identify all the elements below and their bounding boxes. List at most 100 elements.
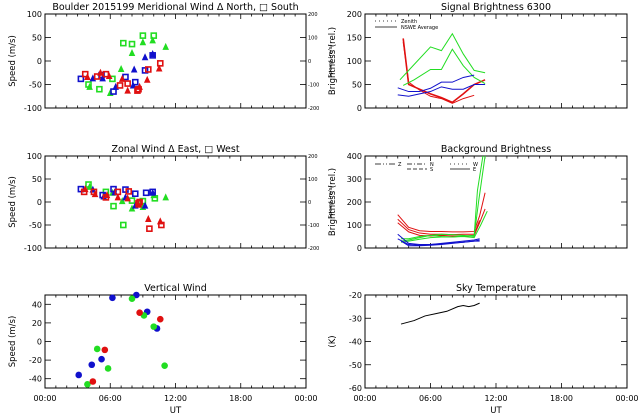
x-tick-label: 00:00 <box>353 394 376 403</box>
y-axis-label: Speed (m/s) <box>8 316 18 368</box>
data-point <box>109 294 116 302</box>
data-point <box>139 32 147 39</box>
y-tick-label: 20 <box>32 319 42 328</box>
x-axis-label: UT <box>170 406 182 416</box>
series-line-green-2 <box>402 48 486 86</box>
series-line-red-3 <box>397 208 486 238</box>
data-point <box>131 190 139 198</box>
series-line-red-1 <box>397 192 486 233</box>
data-point <box>136 309 143 316</box>
data-point <box>124 80 131 87</box>
data-point <box>91 190 99 198</box>
data-point <box>142 189 150 197</box>
x-tick-label: 18:00 <box>550 394 573 403</box>
x-tick-label: 06:00 <box>419 394 442 403</box>
y-tick-label: -20 <box>349 291 362 300</box>
y-axis-label: Speed (m/s) <box>8 176 18 228</box>
series-line-green-2 <box>400 155 486 242</box>
data-point <box>151 195 159 202</box>
data-point <box>128 49 136 57</box>
chart-title: Background Brightness <box>441 144 551 155</box>
y-tick-label: 0 <box>357 104 362 113</box>
x-tick-label: 00:00 <box>294 394 317 403</box>
series-line-green-1 <box>399 32 486 81</box>
data-point <box>93 73 101 80</box>
y-tick-label: 150 <box>347 34 362 43</box>
y-tick-label: -30 <box>349 314 362 323</box>
data-point <box>97 68 104 76</box>
panel-signal: Signal Brightness 6300 200 150 100 50 0 Bright… <box>328 2 628 113</box>
panel-vertical: Vertical Wind 00:00 06:00 12:00 18:00 00:00 UT… <box>8 283 318 416</box>
data-point <box>149 49 156 57</box>
y-tick-label: -50 <box>29 221 42 230</box>
y2-axis-label: Speed (m/s) <box>328 44 334 77</box>
data-point <box>81 185 89 193</box>
y-tick-label: 50 <box>352 81 362 90</box>
data-point <box>75 371 83 379</box>
y2-tick-label: 200 <box>308 154 318 160</box>
data-point <box>77 75 85 83</box>
y-tick-label: -100 <box>24 104 42 113</box>
panel-zonal: Zonal Wind Δ East, □ West 100 50 0 -50 -100 Sp… <box>8 144 334 253</box>
data-point <box>135 85 142 93</box>
data-point <box>149 36 156 44</box>
data-point <box>158 221 165 229</box>
y-tick-label: -40 <box>29 375 42 384</box>
y2-tick-label: 100 <box>308 177 318 183</box>
data-point <box>139 38 147 46</box>
plot-frame <box>44 155 307 249</box>
data-point <box>96 85 103 93</box>
chart-title: Sky Temperature <box>456 283 536 294</box>
y-tick-label: 400 <box>347 152 362 161</box>
x-tick-label: 12:00 <box>164 394 187 403</box>
y-tick-label: 0 <box>37 338 42 347</box>
panel-skytemp: Sky Temperature 00:00 06:00 12:00 18:00 00:00… <box>328 283 639 416</box>
data-point <box>118 197 126 205</box>
y-tick-label: -100 <box>24 244 42 253</box>
data-point <box>84 73 91 80</box>
data-point <box>150 323 158 330</box>
data-point <box>86 82 93 90</box>
series-line-blue-3 <box>400 240 480 247</box>
plot-frame <box>44 13 307 109</box>
chart-title: Zonal Wind Δ East, □ West <box>111 144 239 155</box>
legend-label: W <box>473 162 478 168</box>
series-line-blue-1 <box>397 74 475 93</box>
data-point <box>114 193 122 201</box>
data-point <box>125 188 133 195</box>
data-point <box>103 191 111 199</box>
data-point <box>162 193 170 201</box>
data-point <box>89 378 97 385</box>
legend-label: NSWE Average <box>401 25 438 31</box>
panel-background: Background Brightness 400 300 200 100 0 Bright… <box>328 144 628 253</box>
y2-tick-label: 200 <box>308 12 318 18</box>
data-point <box>146 225 153 232</box>
y2-tick-label: -100 <box>308 223 319 229</box>
y-tick-label: 50 <box>32 34 42 43</box>
series-line-green-3 <box>400 210 488 243</box>
y2-tick-label: -100 <box>308 83 319 89</box>
data-point <box>101 346 109 354</box>
data-point <box>141 53 149 61</box>
x-tick-label: 00:00 <box>615 394 638 403</box>
chart-title: Signal Brightness 6300 <box>441 2 551 13</box>
data-point <box>120 39 127 47</box>
data-point <box>130 65 138 73</box>
x-tick-label: 00:00 <box>33 394 56 403</box>
data-point <box>128 295 136 303</box>
chart-title: Vertical Wind <box>144 283 206 294</box>
y-axis-label: Speed (m/s) <box>8 35 18 87</box>
data-point <box>145 66 152 73</box>
legend-label: S <box>430 167 433 173</box>
data-point <box>93 345 101 353</box>
y-tick-label: -60 <box>349 384 362 393</box>
y2-tick-label: 0 <box>308 59 311 65</box>
data-point <box>98 355 105 363</box>
data-point <box>141 201 149 209</box>
data-point <box>110 202 117 210</box>
y-axis-label: (K) <box>328 335 338 347</box>
y-tick-label: 200 <box>347 198 362 207</box>
chart-title: Boulder 2015199 Meridional Wind Δ North,… <box>52 2 298 13</box>
data-point <box>156 60 164 67</box>
data-point <box>124 86 131 94</box>
